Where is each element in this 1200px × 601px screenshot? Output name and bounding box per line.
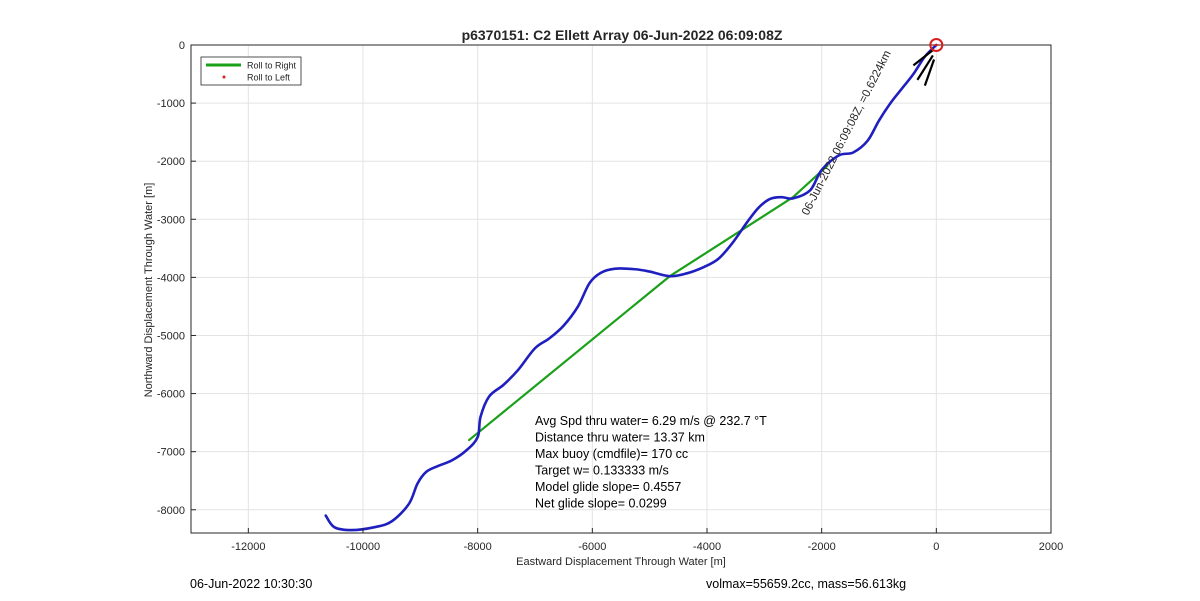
y-tick-label: -5000 xyxy=(157,330,185,342)
legend: Roll to Right Roll to Left xyxy=(200,56,302,86)
x-tick-label: 0 xyxy=(933,541,939,553)
heading-tick xyxy=(916,54,934,81)
x-tick-label: -12000 xyxy=(231,541,265,553)
x-tick-label: -10000 xyxy=(346,541,380,553)
x-tick-label: -8000 xyxy=(464,541,492,553)
heading-tick xyxy=(923,59,936,87)
footer-vol-mass: volmax=55659.2cc, mass=56.613kg xyxy=(706,577,907,591)
stat-model-glide: Model glide slope= 0.4557 xyxy=(535,480,681,494)
series-layer xyxy=(324,43,938,532)
y-tick-label: -1000 xyxy=(157,98,185,110)
legend-dot-roll-left xyxy=(222,75,226,79)
stat-net-glide: Net glide slope= 0.0299 xyxy=(535,497,667,511)
heading-tick xyxy=(912,48,935,67)
y-tick-label: -7000 xyxy=(157,447,185,459)
axes-box xyxy=(190,44,1052,534)
y-tick-label: -4000 xyxy=(157,272,185,284)
marker-layer xyxy=(912,38,944,87)
y-tick-label: -3000 xyxy=(157,214,185,226)
series-track-line xyxy=(324,43,938,532)
x-axis-label: Eastward Displacement Through Water [m] xyxy=(516,556,726,568)
legend-box xyxy=(200,56,302,86)
track-annotation: 06-Jun-2022 06:09:08Z, =0.6224km xyxy=(800,49,894,218)
legend-label-roll-right: Roll to Right xyxy=(247,61,297,71)
grid-lines xyxy=(191,44,1052,533)
tick-layer: -12000 -10000 -8000 -6000 -4000 -2000 0 2000 0 -1… xyxy=(157,40,1063,553)
y-tick-label: -8000 xyxy=(157,505,185,517)
legend-label-roll-left: Roll to Left xyxy=(247,73,291,83)
y-tick-label: -6000 xyxy=(157,389,185,401)
stats-block: Avg Spd thru water= 6.29 m/s @ 232.7 °T … xyxy=(535,414,767,511)
y-tick-label: 0 xyxy=(179,40,185,52)
y-tick-label: -2000 xyxy=(157,156,185,168)
start-marker xyxy=(929,38,944,52)
x-tick-label: -2000 xyxy=(808,541,836,553)
x-tick-label: -4000 xyxy=(693,541,721,553)
series-roll-right-line xyxy=(467,164,829,442)
stat-target-w: Target w= 0.133333 m/s xyxy=(535,464,669,478)
x-tick-label: 2000 xyxy=(1039,541,1063,553)
footer-timestamp: 06-Jun-2022 10:30:30 xyxy=(190,577,313,591)
stat-max-buoy: Max buoy (cmdfile)= 170 cc xyxy=(535,447,688,461)
x-tick-label: -6000 xyxy=(578,541,606,553)
y-axis-label: Northward Displacement Through Water [m] xyxy=(143,183,155,398)
stat-distance: Distance thru water= 13.37 km xyxy=(535,431,705,445)
chart-title: p6370151: C2 Ellett Array 06-Jun-2022 06… xyxy=(462,27,783,43)
stat-avg-speed: Avg Spd thru water= 6.29 m/s @ 232.7 °T xyxy=(535,414,767,428)
